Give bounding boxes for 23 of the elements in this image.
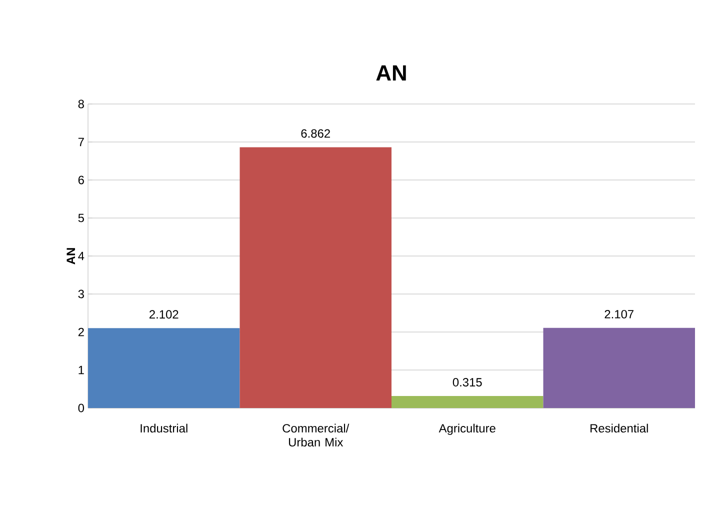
y-tick-label: 8 [78,100,84,108]
y-tick-label: 4 [78,252,84,260]
x-tick-label: Agriculture [438,424,496,435]
bar [88,328,240,408]
y-tick-label: 0 [78,404,84,412]
y-axis-title: AN [66,248,75,264]
bar [392,396,544,408]
x-tick-label: Commercial/ Urban Mix [282,424,350,446]
data-label: 0.315 [452,378,482,386]
y-tick-label: 6 [78,176,84,184]
y-tick-label: 5 [78,214,84,222]
data-label: 2.102 [150,310,178,319]
bar [543,328,696,408]
y-tick-label: 2 [78,328,84,336]
bar [240,147,392,408]
y-tick-label: 3 [78,290,84,298]
x-tick-label: Residential [590,424,648,433]
x-tick-label: Industrial [140,424,188,433]
chart-title: AN [376,65,406,80]
data-label: 6.862 [301,129,330,138]
y-tick-label: 7 [78,138,84,146]
data-label: 2.107 [604,310,634,318]
y-tick-label: 1 [78,366,84,374]
